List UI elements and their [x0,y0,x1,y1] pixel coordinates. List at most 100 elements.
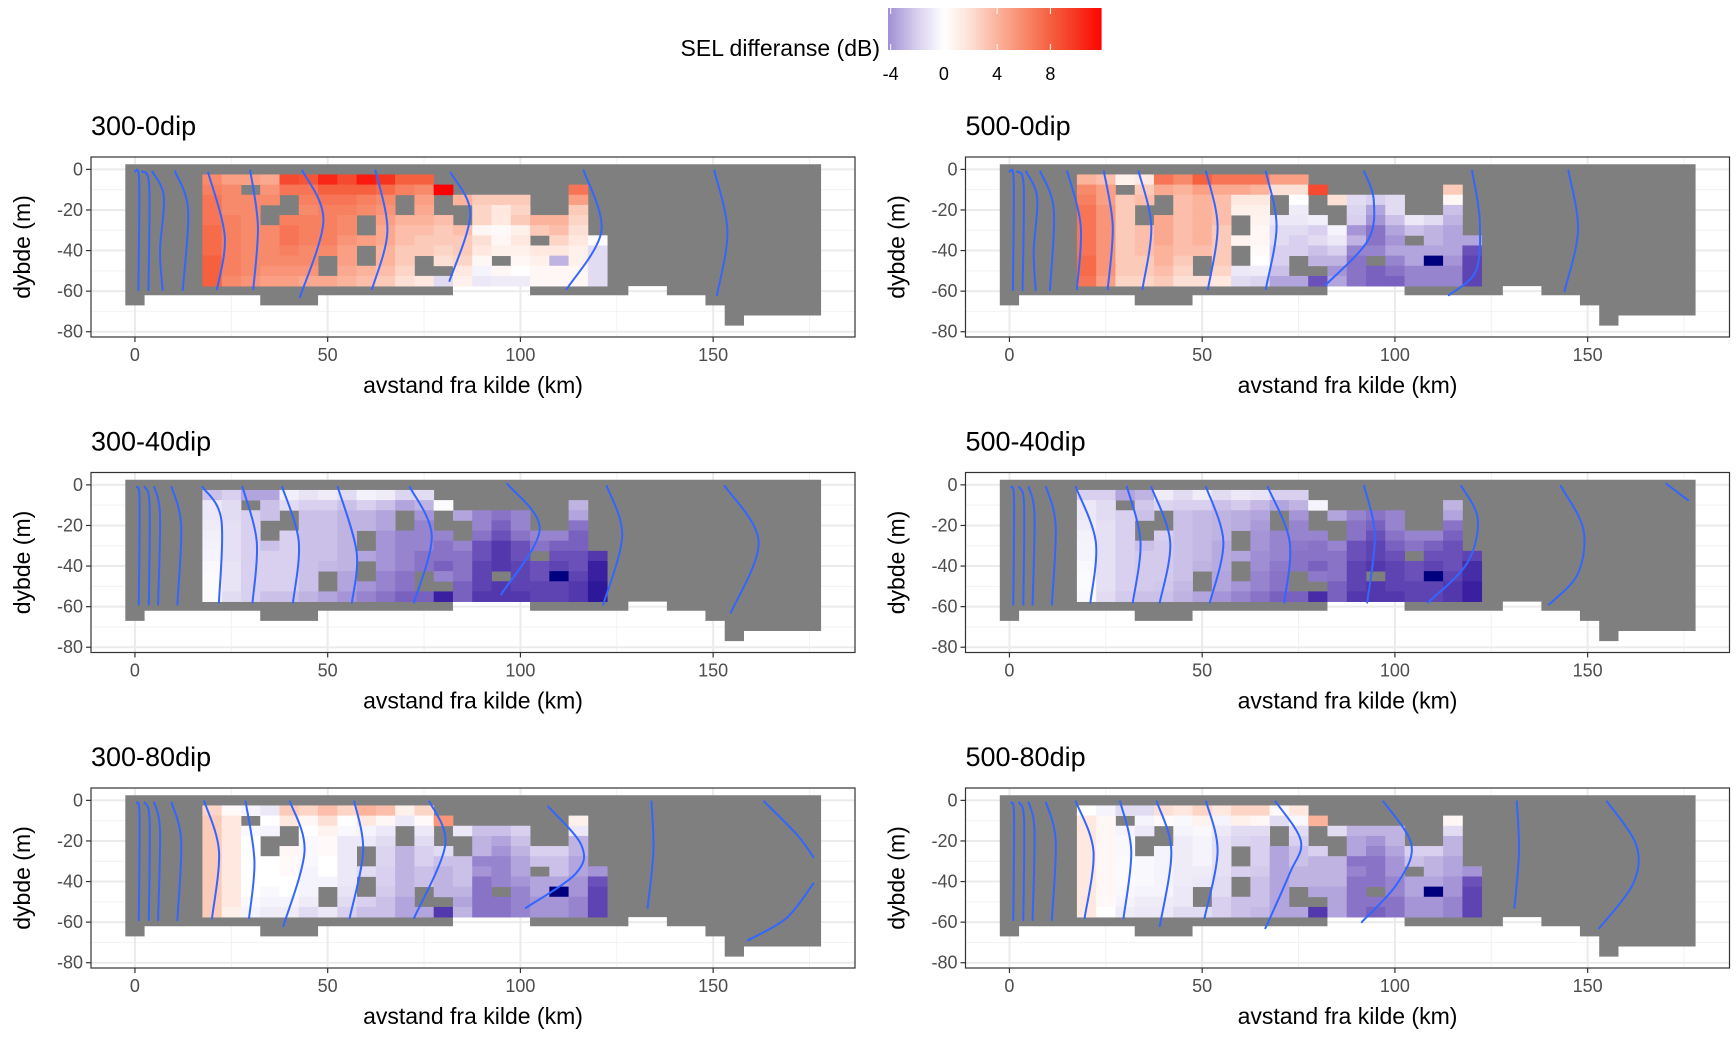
heatmap-cell [510,194,531,206]
heatmap-cell [1211,886,1232,898]
heatmap-cell [1134,866,1155,877]
heatmap-cell [414,540,435,552]
heatmap-cell [337,204,357,216]
heatmap-cell [1173,846,1193,857]
heatmap-cell [202,581,223,592]
contour-line [151,170,166,292]
heatmap-cell [260,550,280,562]
heatmap-cell [549,225,569,236]
y-axis-title: dybde (m) [9,826,35,930]
legend-color-step [991,8,996,50]
heatmap-cell [337,245,357,257]
heatmap-cell [568,225,589,236]
heatmap-cell [1134,571,1155,582]
heatmap-cell [1443,846,1463,857]
heatmap-cell [568,540,589,552]
legend-color-step [973,8,977,50]
heatmap-cell [1192,866,1213,877]
heatmap-cell [1346,876,1367,888]
heatmap-cell [1308,846,1328,857]
heatmap-cell [298,876,319,888]
heatmap-cell [568,194,589,206]
heatmap-cell [221,184,242,196]
heatmap-cell [1423,275,1444,287]
heatmap-cell [1211,835,1232,847]
heatmap-cell [375,255,396,267]
heatmap-cell [1115,215,1136,226]
heatmap-cell [298,225,319,236]
heatmap-cell [279,805,300,816]
heatmap-cell [1231,489,1251,501]
heatmap-cell [298,235,319,246]
heatmap-cell [318,174,338,185]
heatmap-cell [337,194,357,206]
legend-color-step [954,8,958,50]
heatmap-cell [1173,510,1193,521]
heatmap-cell [298,540,319,552]
contour-line [170,485,183,606]
contour-line [281,485,301,604]
heatmap-cell [298,886,319,898]
heatmap-cell [414,550,435,562]
contour-line [500,482,541,596]
heatmap-cell [1211,530,1232,542]
heatmap-cell [1443,560,1463,572]
x-tick-label: 150 [1573,976,1603,996]
heatmap-cell [433,866,454,877]
heatmap-cell [260,571,280,582]
heatmap-cell [1462,550,1483,562]
heatmap-cell [1173,906,1193,918]
heatmap-cell [375,825,396,837]
heatmap-cell [1269,500,1290,511]
heatmap-cell [221,886,242,898]
heatmap-cell [1443,550,1463,562]
heatmap-cell [1366,540,1386,552]
y-tick-label: -80 [57,637,83,657]
heatmap-cell [1288,805,1309,816]
heatmap-cell [279,876,300,888]
contour-line [1074,800,1095,920]
heatmap-cell [1404,886,1425,898]
heatmap-cell [1192,846,1213,857]
heatmap-cell [240,265,261,277]
heatmap-cell [530,906,550,918]
heatmap-cell [549,876,569,888]
heatmap-cell [1346,275,1367,287]
heatmap-cell [1096,235,1116,246]
contour-line [153,801,162,922]
heatmap-cell [1115,530,1136,542]
heatmap-cell [1346,550,1367,562]
heatmap-cell [1211,510,1232,521]
heatmap-cell [472,235,492,246]
heatmap-cell [1173,550,1193,562]
contour-line [763,800,815,859]
legend-color-step [967,8,972,50]
heatmap-cell [414,815,435,827]
heatmap-cell [1134,581,1155,592]
heatmap-cell [1096,204,1116,216]
heatmap-cell [356,805,377,816]
heatmap-cell [530,886,550,898]
heatmap-cell [1096,835,1116,847]
heatmap-cell [356,235,377,246]
heatmap-cell [375,225,396,236]
heatmap-cell [1115,835,1136,847]
heatmap-cell [1115,520,1136,531]
heatmap-cell [318,550,338,562]
heatmap-cell [1115,255,1136,267]
heatmap-cell [1231,825,1251,837]
heatmap-cell [1404,275,1425,287]
heatmap-cell [375,815,396,827]
heatmap-cell [356,265,377,277]
heatmap-cell [587,886,608,898]
heatmap-cell [491,225,512,236]
contour-line [1126,485,1142,604]
heatmap-cell [433,275,454,287]
heatmap-cell [375,866,396,877]
legend-title: SEL differanse (dB) [681,35,880,61]
heatmap-cell [587,591,608,602]
contour-line [1150,485,1172,604]
contour-line [1008,168,1015,292]
heatmap-cell [279,591,300,602]
heatmap-cell [472,876,492,888]
